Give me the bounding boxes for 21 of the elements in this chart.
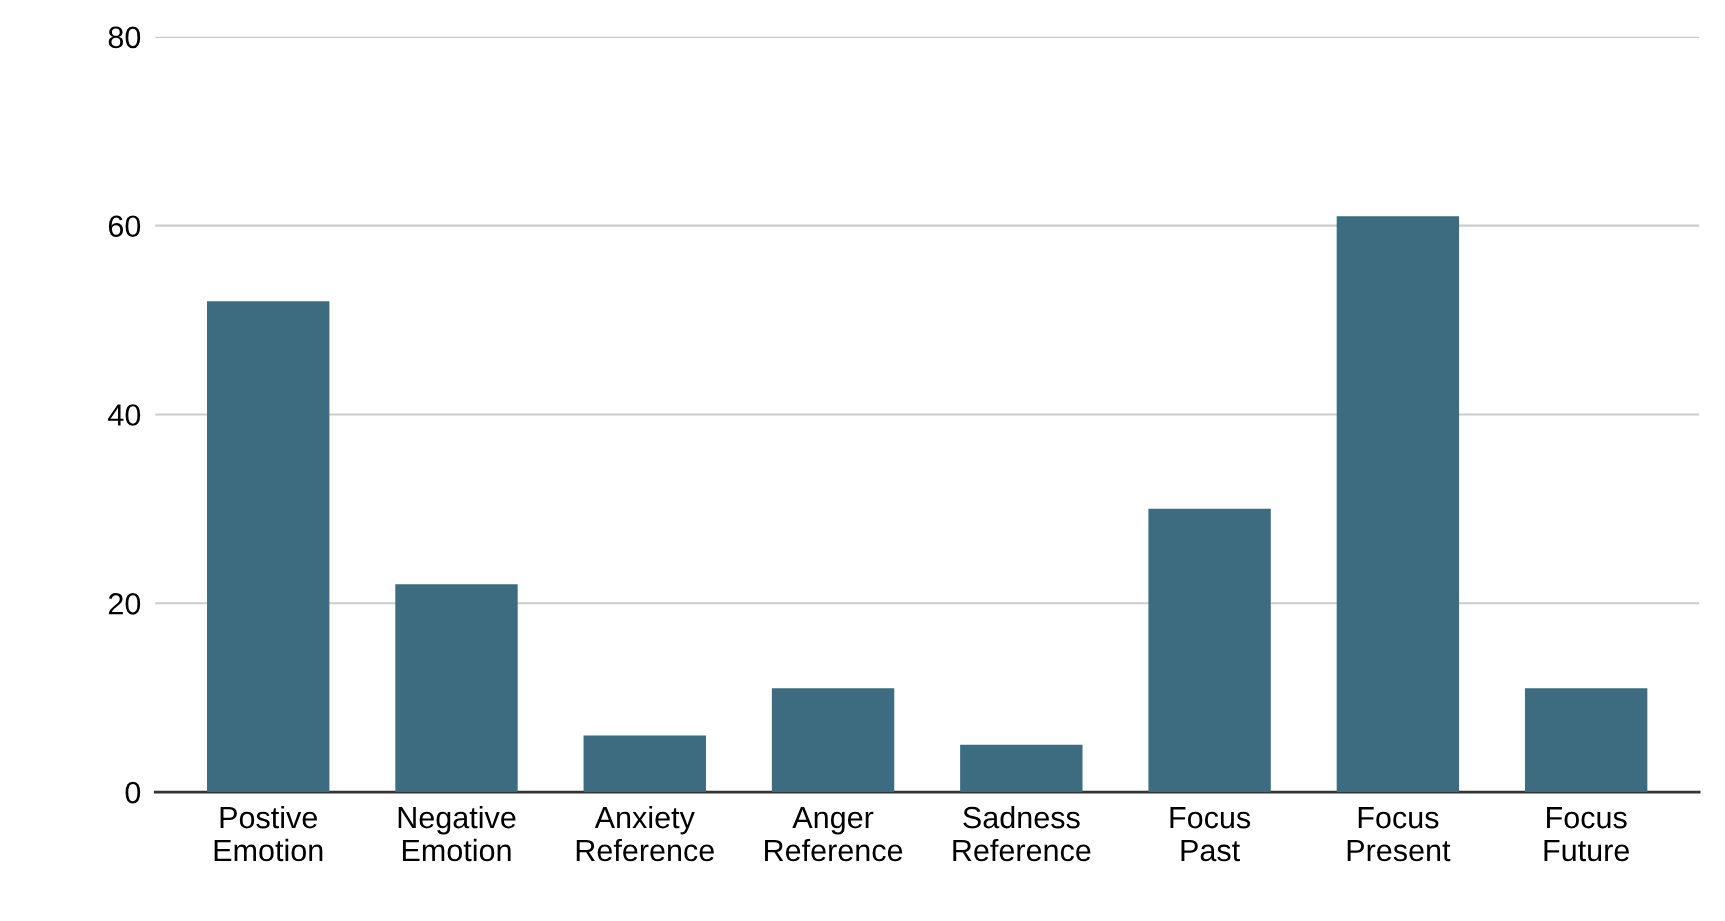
x-tick-label: Negative Emotion: [398, 805, 516, 862]
bar: [1336, 216, 1460, 793]
y-tick-label: 80: [108, 26, 141, 49]
x-tick-label: Postive Emotion: [214, 805, 323, 862]
bar: [960, 744, 1083, 793]
bar: [395, 584, 518, 793]
bar: [1148, 508, 1271, 793]
bar: [771, 688, 895, 793]
x-tick-label: Anger Reference: [765, 807, 903, 862]
x-tick-label: Focus Present: [1347, 807, 1451, 862]
x-tick-label: Sadness Reference: [953, 805, 1091, 862]
y-tick-label: 0: [125, 781, 141, 804]
x-tick-label: Focus Past: [1170, 807, 1251, 862]
bar: [207, 301, 330, 793]
y-tick-label: 60: [108, 215, 141, 238]
bar: [1524, 688, 1648, 793]
y-tick-label: 40: [108, 404, 141, 426]
x-tick-label: Anxiety Reference: [576, 805, 714, 862]
x-tick-label: Focus Future: [1544, 807, 1629, 862]
bar: [583, 735, 706, 793]
y-tick-label: 20: [108, 592, 141, 615]
